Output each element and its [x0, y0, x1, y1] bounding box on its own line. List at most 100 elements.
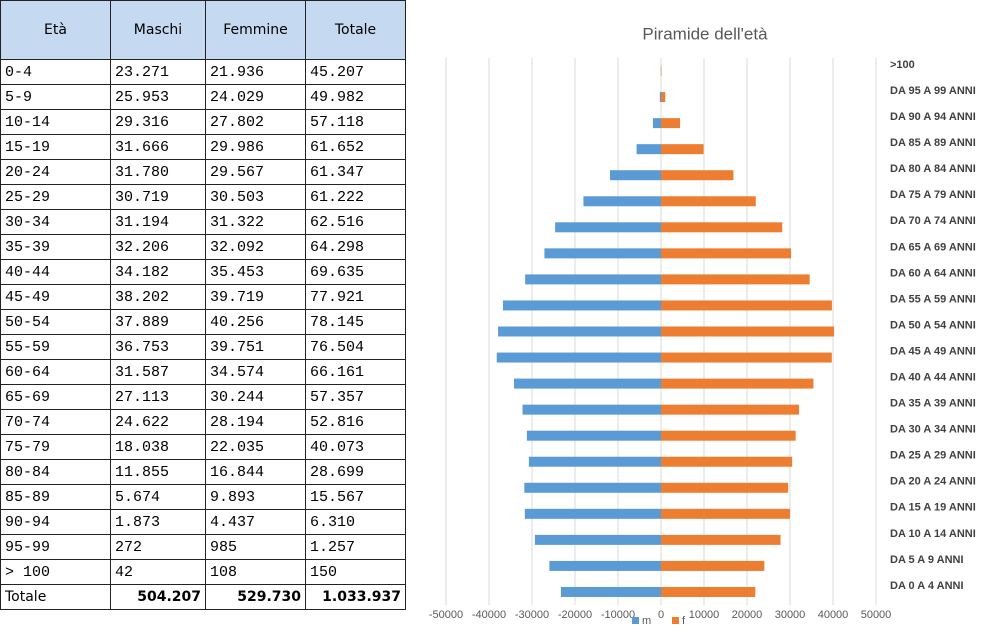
- cell: 39.719: [205, 284, 306, 310]
- cell: 35.453: [205, 259, 306, 285]
- cell: 95-99: [0, 534, 111, 560]
- cell: 9.893: [205, 484, 306, 510]
- bar: [661, 326, 835, 337]
- cell: 30-34: [0, 209, 111, 235]
- y-tick-label: DA 40 A 44 ANNI: [890, 372, 976, 384]
- cell: 52.816: [305, 409, 406, 435]
- y-tick-label: DA 45 A 49 ANNI: [890, 345, 976, 357]
- header-cell: Età: [0, 0, 111, 60]
- legend-swatch: [672, 617, 679, 624]
- table-row: 50-54 37.889 40.256 78.145: [0, 309, 406, 335]
- legend-swatch: [632, 617, 639, 624]
- table-row: 40-44 34.182 35.453 69.635: [0, 259, 406, 285]
- cell: 38.202: [110, 284, 206, 310]
- bar: [661, 144, 704, 155]
- table-row: 85-89 5.674 9.893 15.567: [0, 484, 406, 510]
- cell: 45-49: [0, 284, 111, 310]
- y-tick-label: DA 65 A 69 ANNI: [890, 241, 976, 253]
- cell: 40.073: [305, 434, 406, 460]
- y-tick-label: DA 25 A 29 ANNI: [890, 450, 976, 462]
- cell: 61.347: [305, 159, 406, 185]
- cell: 85-89: [0, 484, 111, 510]
- x-tick-label: 20000: [732, 609, 763, 621]
- y-tick-label: DA 30 A 34 ANNI: [890, 424, 976, 436]
- cell: > 100: [0, 559, 111, 585]
- cell: 28.699: [305, 459, 406, 485]
- cell: 76.504: [305, 334, 406, 360]
- cell: 27.802: [205, 109, 306, 135]
- bar: [636, 144, 661, 155]
- y-tick-label: >100: [890, 59, 915, 71]
- cell: 75-79: [0, 434, 111, 460]
- cell: 31.194: [110, 209, 206, 235]
- x-tick-label: 0: [658, 609, 664, 621]
- table-row: 45-49 38.202 39.719 77.921: [0, 284, 406, 310]
- header-cell: Maschi: [110, 0, 206, 60]
- table-row: 30-34 31.194 31.322 62.516: [0, 209, 406, 235]
- bar: [661, 456, 793, 467]
- cell: 31.587: [110, 359, 206, 385]
- cell: 24.029: [205, 84, 306, 110]
- bar: [661, 222, 783, 233]
- table-row: 35-39 32.206 32.092 64.298: [0, 234, 406, 260]
- cell: 80-84: [0, 459, 111, 485]
- bar: [661, 118, 681, 129]
- cell: 36.753: [110, 334, 206, 360]
- cell: 30.503: [205, 184, 306, 210]
- bar: [502, 300, 661, 311]
- y-tick-label: DA 15 A 19 ANNI: [890, 502, 976, 514]
- bar: [652, 118, 661, 129]
- table-row: 10-14 29.316 27.802 57.118: [0, 109, 406, 135]
- cell: 108: [205, 559, 306, 585]
- cell: 66.161: [305, 359, 406, 385]
- bar: [661, 430, 796, 441]
- cell: 40.256: [205, 309, 306, 335]
- bar: [534, 534, 661, 545]
- y-tick-label: DA 50 A 54 ANNI: [890, 319, 976, 331]
- cell: 34.574: [205, 359, 306, 385]
- cell: 35-39: [0, 234, 111, 260]
- chart-title: Piramide dell'età: [642, 24, 768, 43]
- table-row: 5-9 25.953 24.029 49.982: [0, 84, 406, 110]
- y-tick-label: DA 5 A 9 ANNI: [890, 554, 964, 566]
- table-row: 25-29 30.719 30.503 61.222: [0, 184, 406, 210]
- cell: 65-69: [0, 384, 111, 410]
- table-row: 20-24 31.780 29.567 61.347: [0, 159, 406, 185]
- cell: 24.622: [110, 409, 206, 435]
- bar: [661, 92, 666, 103]
- bar: [528, 456, 661, 467]
- bar: [610, 170, 661, 181]
- cell: 29.316: [110, 109, 206, 135]
- table-row: 95-99 272 985 1.257: [0, 534, 406, 560]
- x-tick-label: 40000: [818, 609, 849, 621]
- bar: [514, 378, 661, 389]
- bar: [544, 248, 661, 259]
- cell: 25.953: [110, 84, 206, 110]
- cell: 31.780: [110, 159, 206, 185]
- cell: 20-24: [0, 159, 111, 185]
- chart: Piramide dell'età -50000 -40000 -30000 -200…: [429, 24, 976, 626]
- cell: 30.719: [110, 184, 206, 210]
- header-row: Età Maschi Femmine Totale: [0, 0, 406, 60]
- y-tick-label: DA 60 A 64 ANNI: [890, 267, 976, 279]
- bar: [661, 196, 756, 207]
- cell: 29.567: [205, 159, 306, 185]
- cell: 69.635: [305, 259, 406, 285]
- y-tick-label: DA 0 A 4 ANNI: [890, 580, 964, 592]
- cell: 5.674: [110, 484, 206, 510]
- header-cell: Femmine: [205, 0, 306, 60]
- cell: 50-54: [0, 309, 111, 335]
- cell: 37.889: [110, 309, 206, 335]
- cell: 15.567: [305, 484, 406, 510]
- cell: 90-94: [0, 509, 111, 535]
- cell: 45.207: [305, 59, 406, 85]
- x-tick-label: -10000: [601, 609, 635, 621]
- cell: 55-59: [0, 334, 111, 360]
- bar: [661, 170, 734, 181]
- bar: [661, 482, 789, 493]
- y-tick-label: DA 20 A 24 ANNI: [890, 476, 976, 488]
- bar: [524, 482, 661, 493]
- cell: 57.357: [305, 384, 406, 410]
- cell: 78.145: [305, 309, 406, 335]
